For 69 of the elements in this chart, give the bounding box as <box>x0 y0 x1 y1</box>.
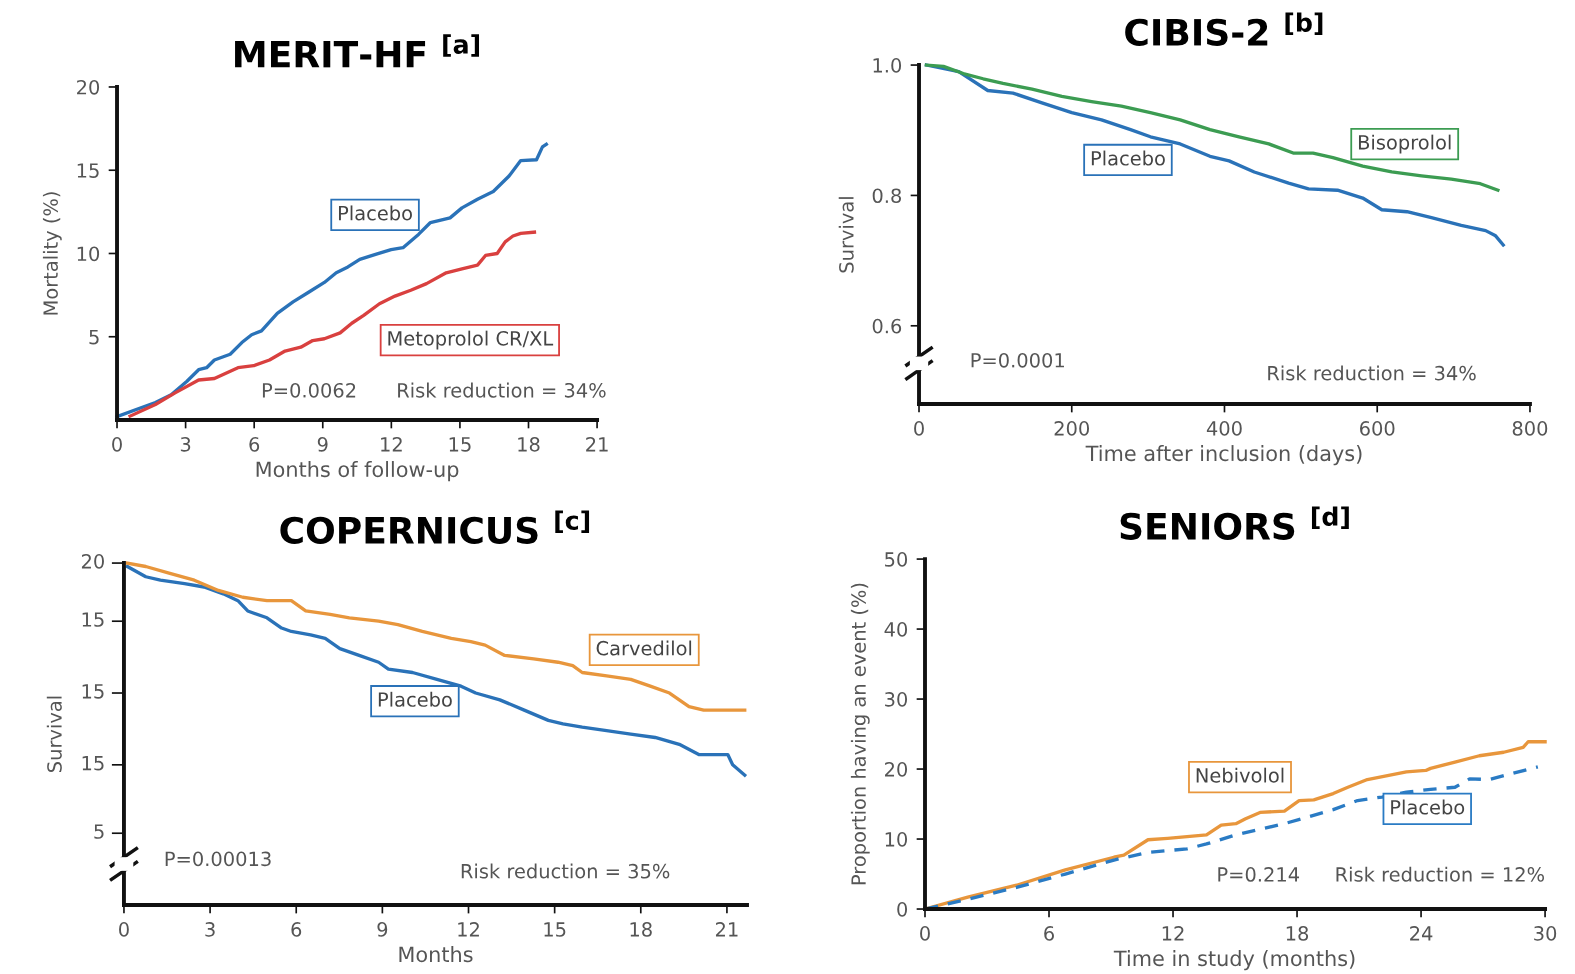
y-tick-label: 30 <box>885 692 908 707</box>
x-tick-label: 0 <box>112 437 122 452</box>
x-tick-label: 15 <box>544 922 566 937</box>
series-label: Placebo <box>1091 150 1165 166</box>
annotation: P=0.0062 <box>262 382 356 398</box>
x-tick-label: 9 <box>317 437 328 452</box>
x-tick-label: 15 <box>449 437 471 452</box>
y-axis-title: Proportion having an event (%) <box>850 583 870 885</box>
y-tick-label: 5 <box>89 329 99 345</box>
x-tick-label: 24 <box>1410 926 1433 941</box>
x-tick-label: 200 <box>1054 421 1090 436</box>
y-tick-label: 10 <box>77 246 100 262</box>
annotation: P=0.0001 <box>971 352 1064 368</box>
y-axis-title: Survival <box>838 197 854 273</box>
x-tick-label: 3 <box>180 437 191 452</box>
x-tick-label: 400 <box>1206 421 1242 436</box>
y-tick-label: 20 <box>885 762 908 777</box>
x-tick-label: 6 <box>291 922 302 937</box>
annotation: Risk reduction = 34% <box>1268 365 1476 381</box>
y-axis-title: Survival <box>46 696 62 772</box>
series-label: Nebivolol <box>1196 767 1284 783</box>
line-series <box>924 63 1500 192</box>
x-axis-title: Months of follow-up <box>256 461 459 482</box>
y-tick-label: 10 <box>885 832 908 847</box>
series-label: Placebo <box>338 205 412 221</box>
annotation: P=0.00013 <box>165 851 271 867</box>
x-tick-label: 0 <box>914 421 924 436</box>
x-tick-label: 12 <box>1162 926 1184 941</box>
chart-title: MERIT-HF $^{[a]}$ <box>235 34 480 68</box>
y-tick-label: 40 <box>884 622 908 637</box>
annotation: P=0.214 <box>1218 867 1300 882</box>
y-tick-label: 20 <box>77 79 100 95</box>
x-tick-label: 21 <box>586 437 608 452</box>
x-tick-label: 6 <box>249 437 260 452</box>
annotation: Risk reduction = 12% <box>1336 866 1544 882</box>
x-tick-label: 800 <box>1512 421 1548 436</box>
x-axis-title: Time in study (months) <box>1113 950 1355 971</box>
y-tick-label: 0 <box>897 901 908 917</box>
x-tick-label: 6 <box>1044 926 1054 941</box>
chart-title: SENIORS $^{[d]}$ <box>1120 506 1349 540</box>
x-axis-title: Time after inclusion (days) <box>1085 445 1362 466</box>
y-tick-label: 50 <box>885 552 908 567</box>
x-tick-label: 3 <box>205 922 215 937</box>
series-label: Carvedilol <box>596 640 692 656</box>
y-tick-label: 1.0 <box>873 58 902 73</box>
x-tick-label: 0 <box>920 926 930 941</box>
x-tick-label: 600 <box>1360 421 1395 436</box>
x-tick-label: 18 <box>518 437 540 452</box>
chart-title: COPERNICUS $^{[c]}$ <box>280 510 590 544</box>
x-tick-label: 18 <box>630 922 652 937</box>
series-label: Placebo <box>378 691 452 707</box>
y-tick-label: 0.8 <box>872 188 902 204</box>
x-axis-title: Months <box>399 946 473 963</box>
series-label: Bisoprolol <box>1358 134 1451 154</box>
y-tick-label: 0.6 <box>872 318 902 334</box>
x-tick-label: 9 <box>377 922 388 937</box>
series-label: Metoprolol CR/XL <box>388 330 554 350</box>
chart-title: CIBIS-2 $^{[b]}$ <box>1125 12 1323 46</box>
x-tick-label: 18 <box>1286 926 1309 941</box>
annotation: Risk reduction = 35% <box>461 863 670 879</box>
x-tick-label: 0 <box>119 922 129 937</box>
x-tick-label: 30 <box>1534 926 1557 941</box>
x-tick-label: 21 <box>715 922 738 937</box>
annotation: Risk reduction = 34% <box>398 382 606 398</box>
x-tick-label: 12 <box>458 922 479 937</box>
series-label: Placebo <box>1391 799 1465 815</box>
y-tick-label: 15 <box>77 163 99 178</box>
x-tick-label: 12 <box>381 437 402 452</box>
y-axis-title: Mortality (%) <box>42 192 62 315</box>
